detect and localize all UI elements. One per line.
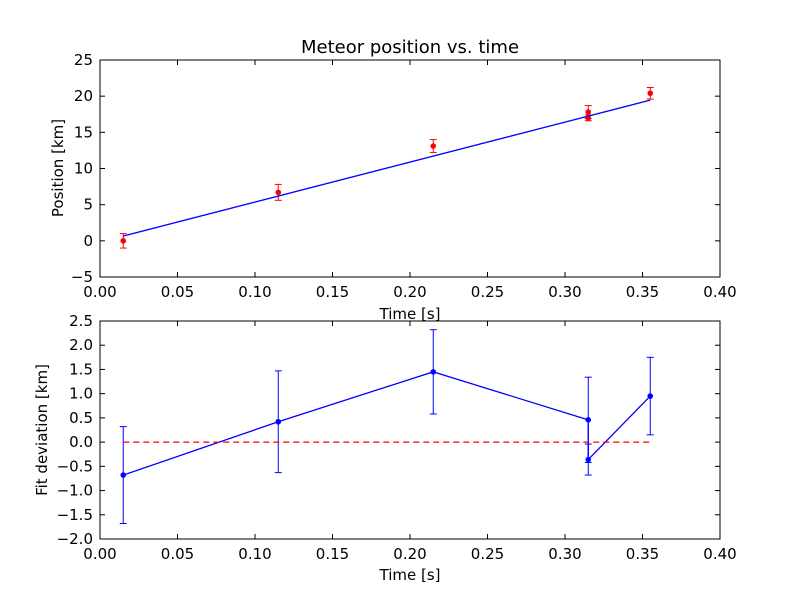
position-y-tick-label: 5: [83, 196, 93, 214]
position-series-line: [123, 99, 651, 237]
deviation-y-tick-label: −1.0: [57, 482, 93, 500]
position-y-axis-label: Position [km]: [49, 119, 67, 217]
chart-title: Meteor position vs. time: [301, 37, 519, 58]
deviation-x-tick-label: 0.05: [161, 545, 194, 563]
position-data-point: [585, 109, 592, 115]
position-y-axis: −5 0 5 10 15 20 25: [71, 51, 720, 286]
deviation-y-axis-label: Fit deviation [km]: [33, 364, 51, 496]
deviation-x-tick-label: 0.15: [316, 545, 349, 563]
deviation-x-tick-label: 0.25: [471, 545, 504, 563]
position-x-tick-label: 0.30: [548, 283, 581, 301]
position-x-tick-label: 0.35: [626, 283, 659, 301]
deviation-x-tick-label: 0.30: [548, 545, 581, 563]
position-data-point: [275, 189, 282, 196]
deviation-y-axis: −2.0 −1.5 −1.0 −0.5 0.0 0.5 1.0 1.5 2.0 2.5: [57, 312, 720, 548]
position-y-tick-label: 25: [74, 51, 93, 69]
deviation-y-tick-label: 2.0: [69, 336, 93, 354]
deviation-y-tick-label: −0.5: [57, 457, 93, 475]
position-y-tick-label: 20: [74, 87, 93, 105]
position-x-tick-label: 0.10: [238, 283, 271, 301]
position-data-point: [120, 238, 127, 244]
deviation-series-line: [123, 371, 651, 476]
position-data-point: [430, 143, 437, 149]
position-y-tick-label: 0: [83, 232, 93, 250]
deviation-data-point: [585, 456, 592, 463]
position-x-tick-label: 0.40: [703, 283, 736, 301]
position-y-tick-label: 15: [74, 123, 93, 141]
position-x-tick-label: 0.20: [393, 283, 426, 301]
position-x-axis-label: Time [s]: [379, 305, 441, 323]
deviation-data-point: [585, 417, 592, 423]
deviation-x-tick-label: 0.20: [393, 545, 426, 563]
deviation-x-tick-label: 0.00: [83, 545, 116, 563]
position-chart: Meteor position vs. time 0.00 0.05 0.10 0.1…: [49, 37, 737, 323]
deviation-x-tick-label: 0.40: [703, 545, 736, 563]
deviation-data-point: [647, 393, 654, 399]
deviation-data-point: [430, 369, 437, 375]
deviation-y-tick-label: 1.0: [69, 385, 93, 403]
deviation-y-tick-label: 0.5: [69, 409, 93, 427]
position-data-point: [647, 90, 654, 97]
position-plot-area: [119, 86, 654, 249]
position-x-axis: 0.00 0.05 0.10 0.15 0.20 0.25 0.30 0.35 0.40: [83, 60, 737, 301]
deviation-y-tick-label: −1.5: [57, 506, 93, 524]
deviation-data-point: [120, 472, 127, 478]
position-x-tick-label: 0.25: [471, 283, 504, 301]
deviation-chart: 0.00 0.05 0.10 0.15 0.20 0.25 0.30 0.35 0.40 −2.…: [33, 312, 737, 584]
position-x-tick-label: 0.00: [83, 283, 116, 301]
deviation-plot-area: [119, 329, 654, 524]
deviation-x-axis: 0.00 0.05 0.10 0.15 0.20 0.25 0.30 0.35 0.40: [83, 321, 737, 563]
position-y-tick-label: 10: [74, 160, 93, 178]
deviation-x-tick-label: 0.35: [626, 545, 659, 563]
deviation-y-tick-label: −2.0: [57, 530, 93, 548]
position-x-tick-label: 0.05: [161, 283, 194, 301]
position-x-tick-label: 0.15: [316, 283, 349, 301]
deviation-data-point: [275, 418, 282, 425]
deviation-y-tick-label: 1.5: [69, 360, 93, 378]
deviation-y-tick-label: 2.5: [69, 312, 93, 330]
deviation-x-axis-label: Time [s]: [379, 566, 441, 584]
position-y-tick-label: −5: [71, 268, 93, 286]
deviation-y-tick-label: 0.0: [69, 433, 93, 451]
deviation-x-tick-label: 0.10: [238, 545, 271, 563]
